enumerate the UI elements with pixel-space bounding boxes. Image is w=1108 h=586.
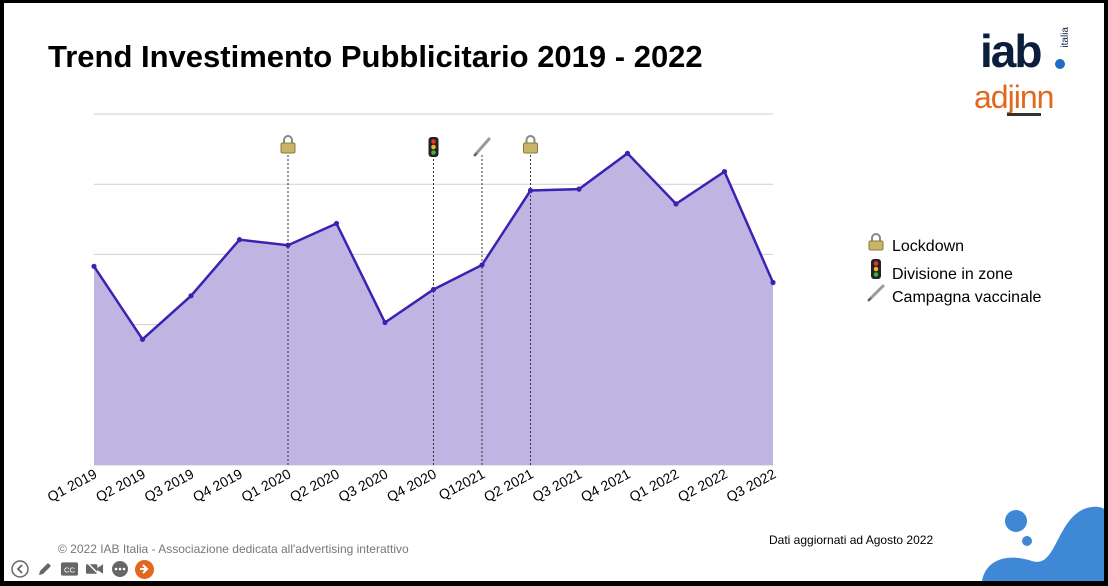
data-update-note: Dati aggiornati ad Agosto 2022 bbox=[769, 533, 934, 547]
data-point-q1-2022 bbox=[673, 201, 679, 207]
x-tick-label: Q3 2019 bbox=[141, 465, 196, 504]
lock-icon bbox=[866, 233, 886, 256]
x-tick-label: Q3 2021 bbox=[529, 465, 584, 504]
lock-icon bbox=[523, 135, 538, 154]
data-point-q2-2019 bbox=[139, 336, 146, 342]
more-icon[interactable] bbox=[110, 560, 129, 579]
x-tick-label: Q1 2020 bbox=[238, 465, 293, 504]
lock-icon bbox=[280, 135, 296, 154]
svg-text:CC: CC bbox=[64, 565, 75, 574]
data-point-q2-2020 bbox=[333, 220, 340, 227]
x-tick-label: Q1 2019 bbox=[44, 465, 99, 504]
data-point-q4-2019 bbox=[236, 237, 243, 243]
iab-logo-dot bbox=[1055, 59, 1065, 69]
back-arrow-icon[interactable] bbox=[10, 560, 29, 579]
data-point-q2-2021 bbox=[527, 187, 534, 194]
slide-title: Trend Investimento Pubblicitario 2019 - … bbox=[48, 39, 703, 74]
x-tick-label: Q2 2022 bbox=[675, 465, 730, 504]
legend-item-vaccine: Campagna vaccinale bbox=[866, 284, 1041, 307]
legend-item-zones: Divisione in zone bbox=[866, 259, 1013, 284]
x-tick-label: Q3 2020 bbox=[335, 465, 390, 504]
data-point-q3-2019 bbox=[188, 293, 194, 299]
copyright-text: © 2022 IAB Italia - Associazione dedicat… bbox=[58, 542, 409, 556]
captions-icon[interactable]: CC bbox=[60, 560, 79, 579]
x-tick-label: Q12021 bbox=[436, 465, 488, 503]
x-tick-label: Q3 2022 bbox=[723, 465, 778, 504]
data-point-q4-2021 bbox=[624, 150, 631, 156]
legend-label: Lockdown bbox=[892, 238, 965, 255]
camera-off-icon[interactable] bbox=[85, 560, 104, 579]
pen-icon[interactable] bbox=[35, 560, 54, 579]
x-tick-label: Q4 2020 bbox=[384, 465, 439, 504]
iab-logo-text: iab bbox=[980, 25, 1042, 77]
adjinn-logo: adjinn bbox=[974, 79, 1054, 115]
data-point-q1-2019 bbox=[91, 263, 97, 269]
data-point-q3-2021 bbox=[576, 186, 582, 192]
x-tick-label: Q2 2020 bbox=[287, 465, 342, 504]
data-point-q4-2020 bbox=[430, 286, 437, 293]
next-arrow-icon[interactable] bbox=[135, 559, 154, 579]
data-point-q2-2022 bbox=[721, 168, 728, 175]
traffic-light-icon bbox=[866, 259, 886, 284]
legend-label: Divisione in zone bbox=[892, 266, 1013, 283]
chart-area-fill bbox=[94, 153, 773, 465]
x-tick-label: Q4 2021 bbox=[578, 465, 633, 504]
data-point-q3-2022 bbox=[770, 279, 776, 286]
presentation-toolbar: CC bbox=[10, 559, 154, 579]
syringe-icon bbox=[473, 137, 491, 157]
adjinn-logo-underline bbox=[1007, 113, 1041, 116]
x-tick-label: Q4 2019 bbox=[190, 465, 245, 504]
x-tick-label: Q2 2019 bbox=[93, 465, 148, 504]
x-tick-label: Q2 2021 bbox=[481, 465, 536, 504]
x-tick-label: Q1 2022 bbox=[626, 465, 681, 504]
traffic-light-icon bbox=[428, 137, 439, 157]
presentation-slide: Trend Investimento Pubblicitario 2019 - … bbox=[4, 3, 1104, 581]
syringe-icon bbox=[866, 284, 886, 307]
data-point-q3-2020 bbox=[382, 319, 388, 326]
decorative-blue-shape bbox=[982, 506, 1104, 581]
iab-logo: iab italia bbox=[980, 25, 1071, 77]
legend-label: Campagna vaccinale bbox=[892, 289, 1042, 306]
data-point-q1-2020 bbox=[285, 242, 291, 248]
data-point-q12021 bbox=[479, 262, 485, 268]
legend-item-lockdown: Lockdown bbox=[866, 233, 964, 256]
